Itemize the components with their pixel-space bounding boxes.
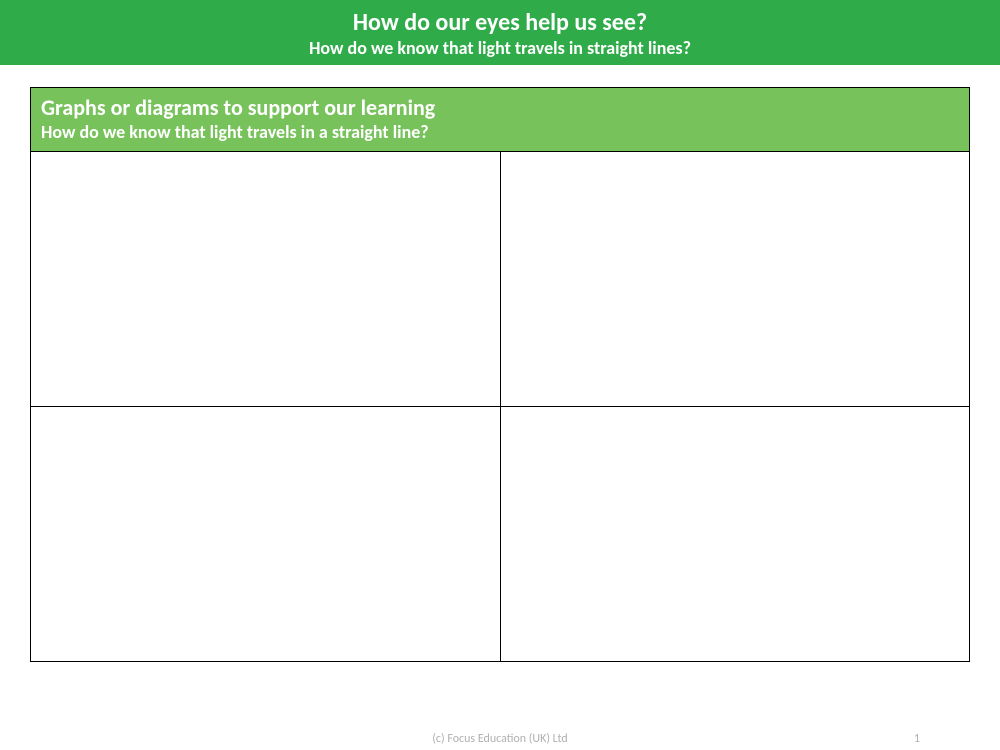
grid-cell-4 [500,407,970,662]
page-subtitle: How do we know that light travels in str… [0,37,1000,59]
footer-page-number: 1 [914,732,920,746]
top-banner: How do our eyes help us see? How do we k… [0,0,1000,65]
table-header-line1: Graphs or diagrams to support our learni… [41,94,959,121]
worksheet-table: Graphs or diagrams to support our learni… [30,87,970,662]
table-header-line2: How do we know that light travels in a s… [41,121,959,143]
content-area: Graphs or diagrams to support our learni… [0,65,1000,662]
page-title: How do our eyes help us see? [0,8,1000,37]
grid-cell-2 [500,152,970,407]
table-header: Graphs or diagrams to support our learni… [31,88,970,152]
footer-copyright: (c) Focus Education (UK) Ltd [432,732,567,746]
grid-cell-1 [31,152,501,407]
grid-cell-3 [31,407,501,662]
